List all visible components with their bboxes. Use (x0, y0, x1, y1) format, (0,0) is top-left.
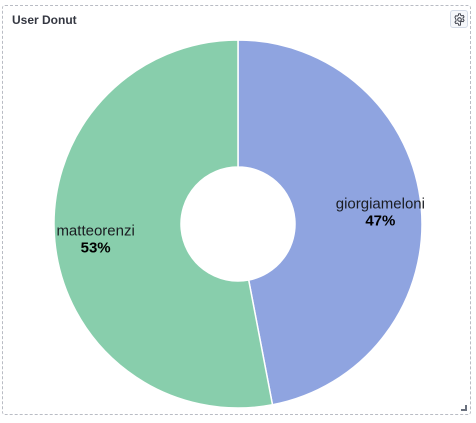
slice-label-giorgiameloni: giorgiameloni (336, 196, 425, 213)
slice-percent-giorgiameloni: 47% (365, 213, 395, 230)
slice-label-matteorenzi: matteorenzi (56, 222, 134, 239)
slice-percent-matteorenzi: 53% (81, 239, 111, 256)
